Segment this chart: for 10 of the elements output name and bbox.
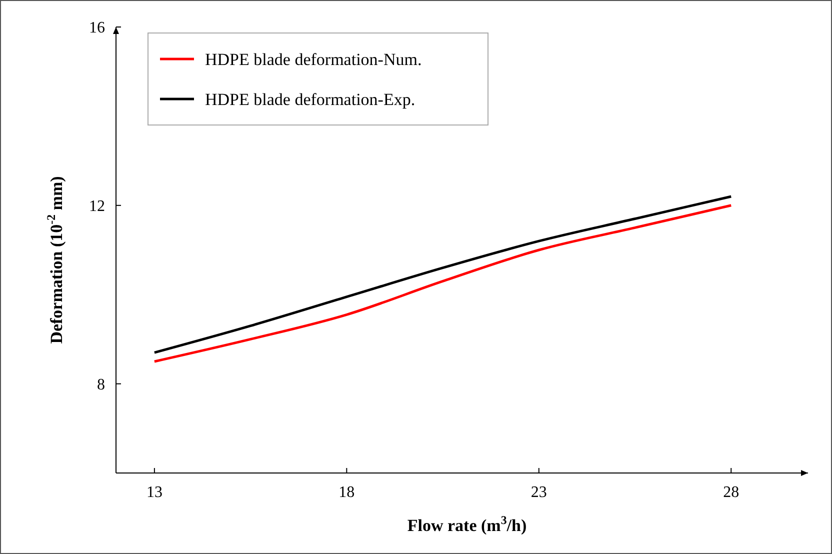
y-tick-label: 8 — [97, 376, 105, 394]
legend-label: HDPE blade deformation-Num. — [205, 50, 422, 69]
x-tick-label: 13 — [146, 484, 162, 501]
y-tick-label: 16 — [89, 20, 105, 37]
legend-label: HDPE blade deformation-Exp. — [205, 90, 416, 109]
y-tick-label: 12 — [89, 198, 105, 215]
x-tick-label: 18 — [338, 484, 355, 501]
x-axis-title: Flow rate (m$^{3}$/h) — [407, 513, 527, 535]
x-tick-label: 28 — [723, 484, 740, 501]
x-tick-label: 23 — [530, 484, 547, 501]
